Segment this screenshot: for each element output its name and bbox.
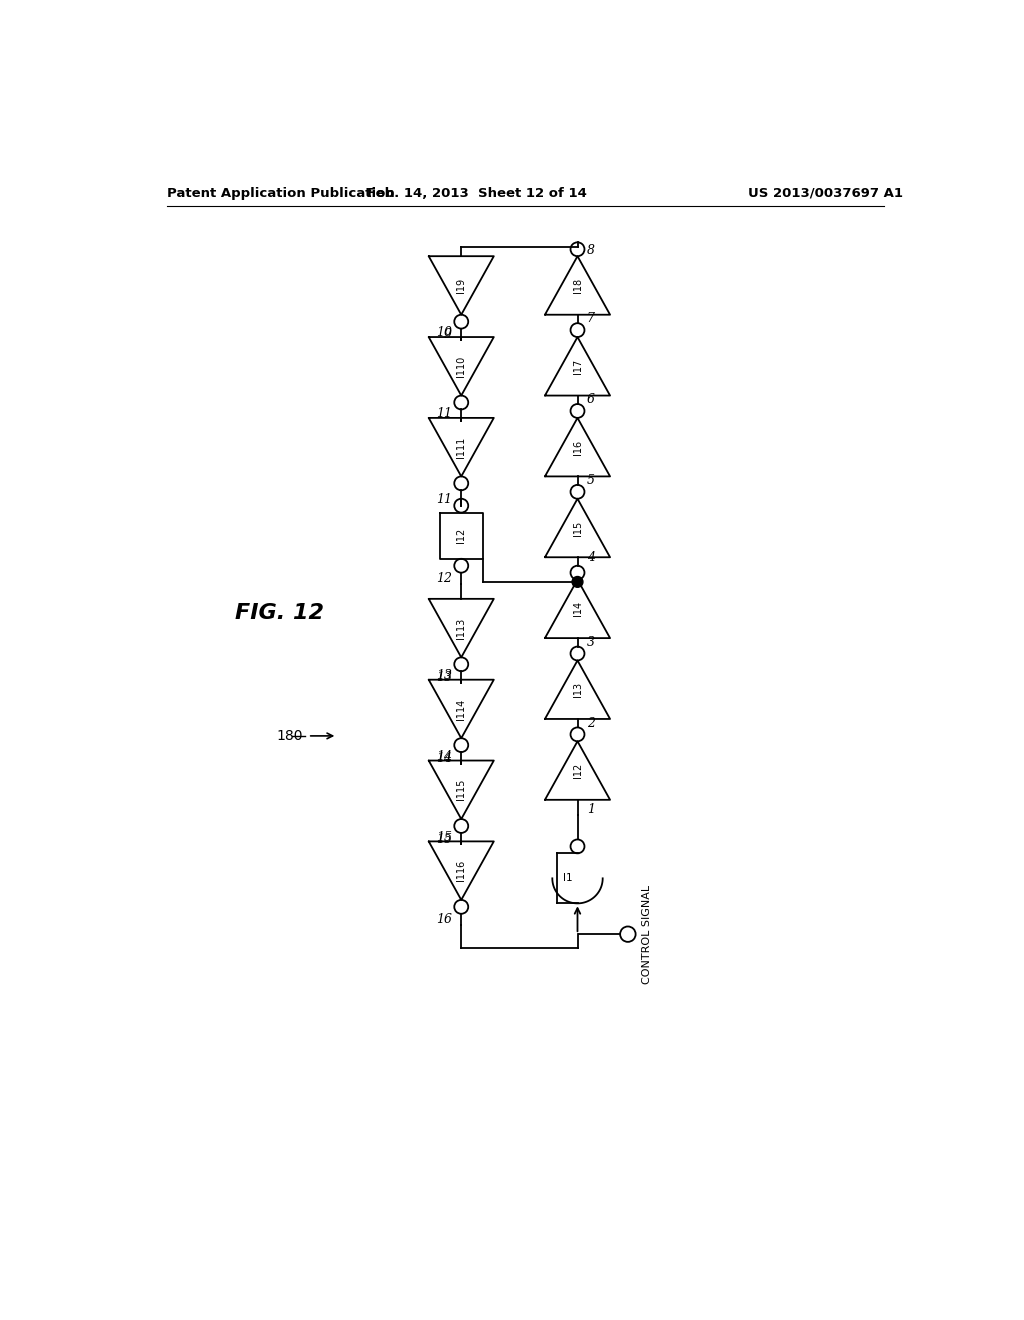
Text: 1: 1 xyxy=(587,803,595,816)
Text: I1: I1 xyxy=(562,874,572,883)
Text: 11: 11 xyxy=(436,407,452,420)
Text: I111: I111 xyxy=(457,437,466,458)
Text: 13: 13 xyxy=(436,671,452,684)
Text: 7: 7 xyxy=(587,313,595,326)
Text: 11: 11 xyxy=(436,492,452,506)
Text: I16: I16 xyxy=(572,440,583,454)
Text: 15: 15 xyxy=(436,833,452,846)
Text: 14: 14 xyxy=(436,751,452,764)
Text: 8: 8 xyxy=(587,244,595,257)
Text: I13: I13 xyxy=(572,682,583,697)
Text: Patent Application Publication: Patent Application Publication xyxy=(167,186,394,199)
Text: 15: 15 xyxy=(436,830,452,843)
Text: 3: 3 xyxy=(587,636,595,649)
Text: 5: 5 xyxy=(587,474,595,487)
Text: 2: 2 xyxy=(587,717,595,730)
Text: I12: I12 xyxy=(572,763,583,779)
Text: Feb. 14, 2013  Sheet 12 of 14: Feb. 14, 2013 Sheet 12 of 14 xyxy=(367,186,587,199)
Text: CONTROL SIGNAL: CONTROL SIGNAL xyxy=(642,884,652,983)
Text: I18: I18 xyxy=(572,279,583,293)
Text: US 2013/0037697 A1: US 2013/0037697 A1 xyxy=(748,186,903,199)
Text: I114: I114 xyxy=(457,698,466,719)
Text: 14: 14 xyxy=(436,750,452,763)
Text: 180: 180 xyxy=(275,729,302,743)
Text: I15: I15 xyxy=(572,520,583,536)
Text: 4: 4 xyxy=(587,552,595,564)
Circle shape xyxy=(572,577,583,587)
Text: 9: 9 xyxy=(444,329,452,342)
Text: I12: I12 xyxy=(457,528,466,544)
Text: I19: I19 xyxy=(457,279,466,293)
Text: FIG. 12: FIG. 12 xyxy=(234,603,324,623)
Text: I17: I17 xyxy=(572,359,583,374)
Text: I113: I113 xyxy=(457,618,466,639)
Text: I14: I14 xyxy=(572,602,583,616)
Text: I115: I115 xyxy=(457,779,466,800)
Text: I110: I110 xyxy=(457,355,466,378)
Text: I116: I116 xyxy=(457,861,466,882)
Text: 10: 10 xyxy=(436,326,452,339)
Text: 13: 13 xyxy=(436,669,452,682)
Text: 6: 6 xyxy=(587,393,595,407)
Text: 16: 16 xyxy=(436,913,452,927)
Text: 12: 12 xyxy=(436,573,452,585)
